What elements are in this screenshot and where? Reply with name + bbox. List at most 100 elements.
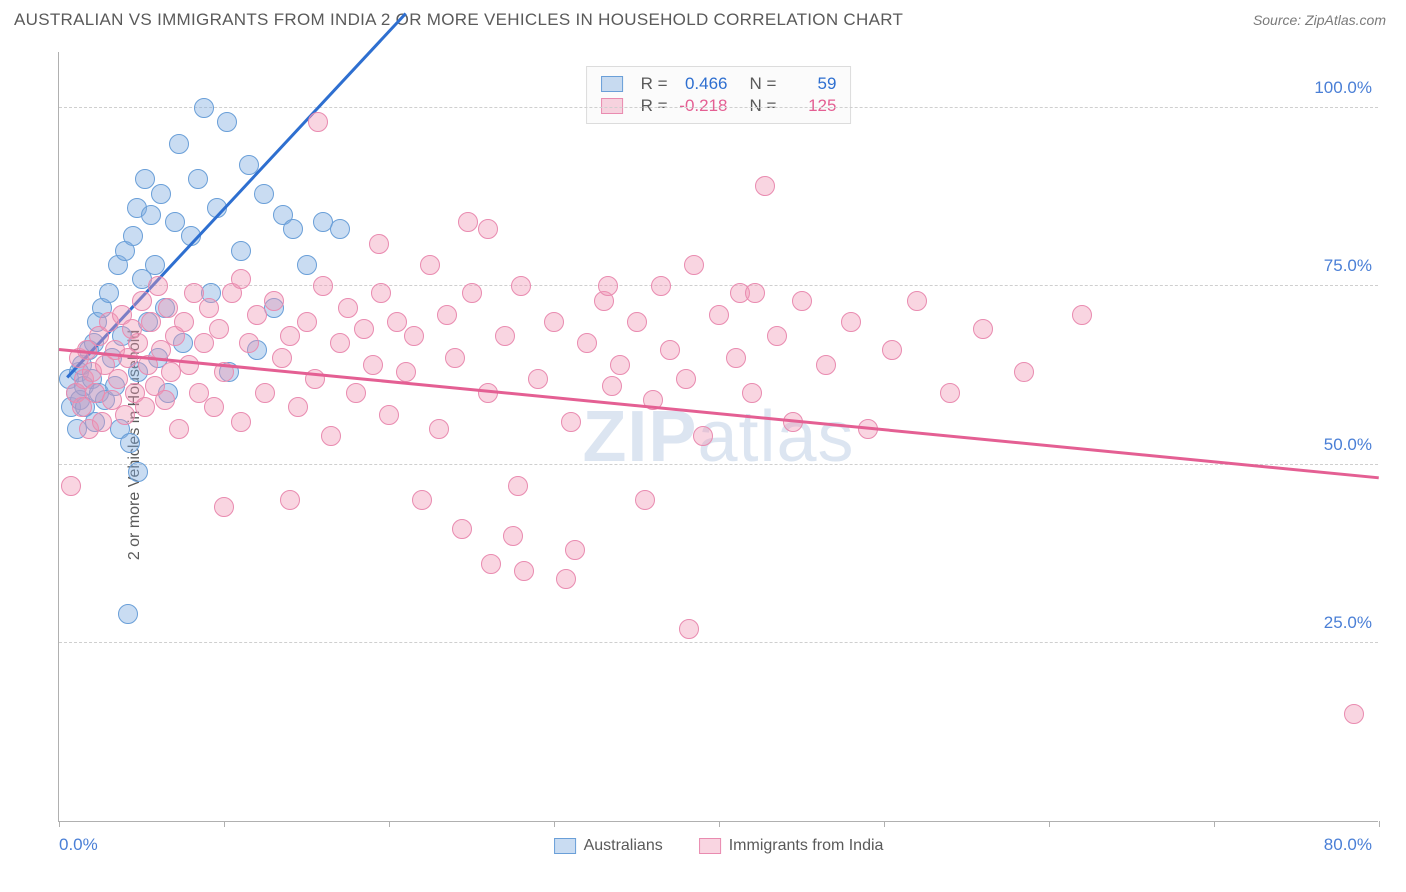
data-point [297, 312, 317, 332]
data-point [1344, 704, 1364, 724]
data-point [128, 333, 148, 353]
chart-title: AUSTRALIAN VS IMMIGRANTS FROM INDIA 2 OR… [14, 10, 903, 30]
data-point [577, 333, 597, 353]
data-point [635, 490, 655, 510]
n-label: N = [750, 73, 777, 95]
data-point [148, 276, 168, 296]
legend-label: Australians [584, 837, 663, 855]
trend-line [59, 348, 1379, 479]
legend-swatch [699, 838, 721, 854]
data-point [481, 554, 501, 574]
data-point [437, 305, 457, 325]
data-point [528, 369, 548, 389]
data-point [288, 397, 308, 417]
r-label: R = [641, 73, 668, 95]
data-point [118, 604, 138, 624]
data-point [169, 134, 189, 154]
legend-swatch [601, 98, 623, 114]
data-point [92, 412, 112, 432]
data-point [742, 383, 762, 403]
data-point [297, 255, 317, 275]
data-point [194, 98, 214, 118]
data-point [379, 405, 399, 425]
x-tick [389, 821, 390, 827]
data-point [363, 355, 383, 375]
grid-line [59, 107, 1378, 108]
data-point [792, 291, 812, 311]
x-tick [224, 821, 225, 827]
data-point [841, 312, 861, 332]
data-point [556, 569, 576, 589]
data-point [679, 619, 699, 639]
data-point [313, 276, 333, 296]
data-point [280, 326, 300, 346]
source-prefix: Source: [1253, 12, 1305, 28]
data-point [338, 298, 358, 318]
data-point [602, 376, 622, 396]
x-tick [554, 821, 555, 827]
data-point [151, 184, 171, 204]
data-point [61, 476, 81, 496]
legend-swatch [601, 76, 623, 92]
r-value: 0.466 [678, 73, 728, 95]
data-point [973, 319, 993, 339]
data-point [188, 169, 208, 189]
data-point [816, 355, 836, 375]
data-point [120, 433, 140, 453]
data-point [239, 333, 259, 353]
data-point [627, 312, 647, 332]
data-point [161, 362, 181, 382]
data-point [264, 291, 284, 311]
data-point [214, 497, 234, 517]
data-point [412, 490, 432, 510]
data-point [709, 305, 729, 325]
n-label: N = [750, 95, 777, 117]
data-point [115, 405, 135, 425]
data-point [135, 169, 155, 189]
source-name: ZipAtlas.com [1305, 12, 1386, 28]
data-point [458, 212, 478, 232]
data-point [610, 355, 630, 375]
data-point [169, 419, 189, 439]
data-point [495, 326, 515, 346]
data-point [231, 269, 251, 289]
data-point [371, 283, 391, 303]
data-point [544, 312, 564, 332]
data-point [445, 348, 465, 368]
y-tick-label: 100.0% [1314, 78, 1372, 98]
data-point [478, 383, 498, 403]
data-point [158, 298, 178, 318]
data-point [565, 540, 585, 560]
data-point [354, 319, 374, 339]
data-point [462, 283, 482, 303]
n-value: 125 [786, 95, 836, 117]
chart-source: Source: ZipAtlas.com [1253, 12, 1386, 28]
data-point [452, 519, 472, 539]
data-point [128, 462, 148, 482]
legend-item: Immigrants from India [699, 837, 884, 855]
data-point [123, 226, 143, 246]
data-point [684, 255, 704, 275]
data-point [254, 184, 274, 204]
data-point [283, 219, 303, 239]
data-point [940, 383, 960, 403]
x-tick [1049, 821, 1050, 827]
x-tick [719, 821, 720, 827]
data-point [108, 369, 128, 389]
data-point [330, 333, 350, 353]
y-tick-label: 75.0% [1324, 256, 1372, 276]
plot-area: ZIPatlas R =0.466N =59R =-0.218N =125 0.… [58, 52, 1378, 822]
data-point [255, 383, 275, 403]
data-point [478, 219, 498, 239]
data-point [155, 390, 175, 410]
data-point [503, 526, 523, 546]
data-point [514, 561, 534, 581]
series-legend: Australians Immigrants from India [554, 837, 884, 855]
data-point [204, 397, 224, 417]
data-point [651, 276, 671, 296]
data-point [755, 176, 775, 196]
data-point [598, 276, 618, 296]
data-point [1014, 362, 1034, 382]
legend-item: Australians [554, 837, 663, 855]
grid-line [59, 642, 1378, 643]
